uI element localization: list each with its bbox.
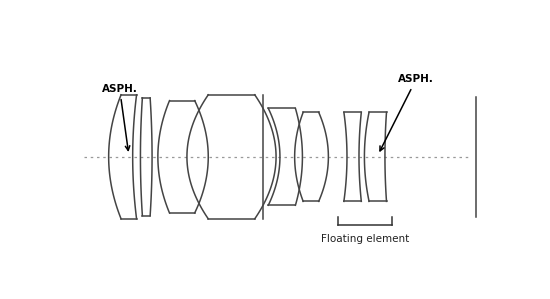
Text: ASPH.: ASPH. — [102, 84, 138, 150]
Text: Floating element: Floating element — [321, 234, 409, 244]
Text: ASPH.: ASPH. — [380, 74, 434, 151]
